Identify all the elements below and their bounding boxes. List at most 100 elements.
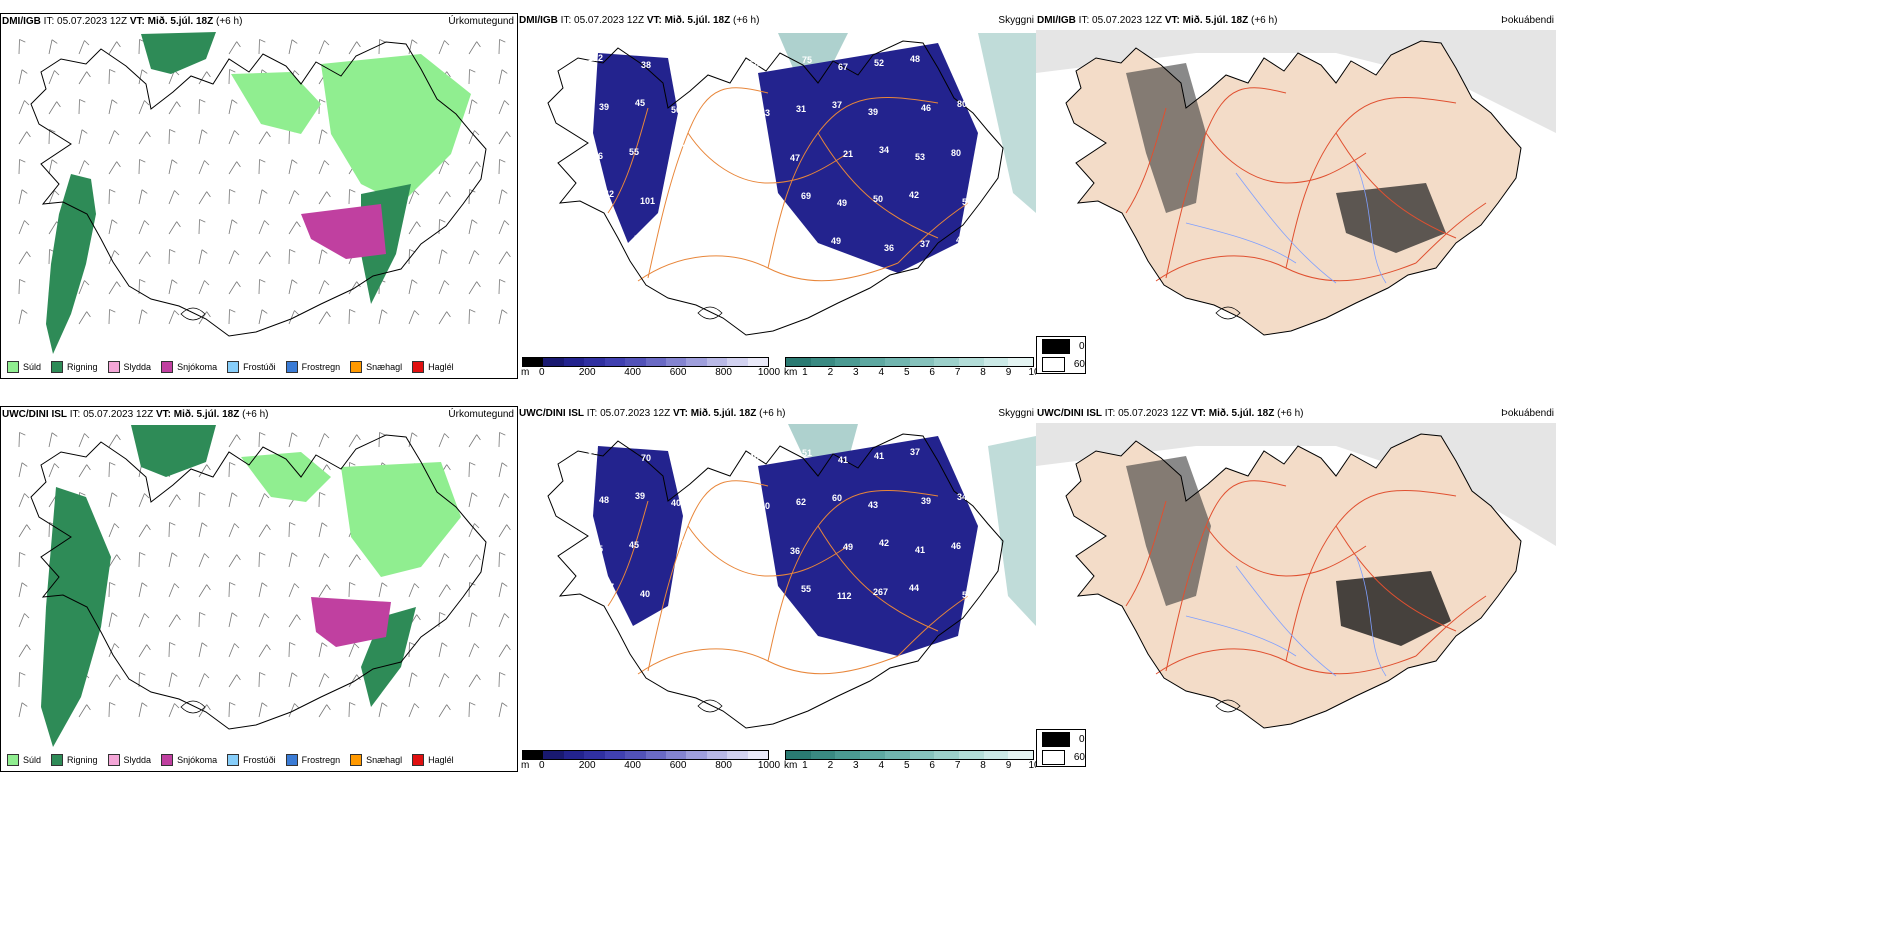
legend-label: Frostúði [243, 755, 276, 765]
wind-barb-flag [234, 130, 240, 136]
wind-barb-flag [266, 524, 271, 531]
wind-barb-flag [139, 672, 146, 676]
wind-barb [228, 281, 238, 295]
colorbar-cell [584, 358, 605, 366]
precip-panel-top: DMI/IGB IT: 05.07.2023 12Z VT: Mið. 5.jú… [0, 13, 518, 379]
wind-barb-flag [414, 190, 420, 196]
wind-barb-flag [26, 131, 31, 138]
wind-barb [288, 221, 298, 235]
wind-barb-flag [139, 159, 146, 163]
road-network [1125, 87, 1487, 282]
wind-barb [468, 130, 475, 145]
wind-barb-flag [26, 524, 31, 531]
cloud-base-label: 21 [843, 149, 853, 159]
cloud-base-label: 55 [962, 197, 972, 207]
wind-barb [318, 280, 325, 295]
fog-legend-item: 0 [1037, 337, 1085, 355]
colorbar-cell [665, 358, 687, 366]
wind-barb-flag [261, 69, 268, 74]
cloud-base-labels: 122 38 40 46 68 75 67 52 48 78 39 45 50 41 43 31 37 39 46 8… [588, 53, 973, 253]
wind-barb-flag [26, 644, 31, 651]
wind-barb [258, 432, 260, 448]
wind-barb [168, 221, 178, 235]
cloud-base-label: 56 [593, 151, 603, 161]
legend-swatch [350, 361, 363, 373]
wind-barb-flag [54, 463, 60, 469]
wind-barb [108, 582, 110, 598]
wind-barb-flag [21, 69, 28, 74]
cloud-base-label: 47 [790, 153, 800, 163]
colorbar-tick: 600 [669, 760, 687, 771]
wind-barb [168, 522, 170, 538]
cloud-base-label: 39 [868, 107, 878, 117]
cloud-base-label: 52 [874, 58, 884, 68]
cloud-base-label: 45 [629, 540, 639, 550]
wind-barb [138, 613, 145, 628]
wind-barb [468, 189, 470, 205]
wind-barb-flag [234, 643, 240, 649]
legend-swatch [51, 754, 64, 766]
wind-barb [48, 221, 58, 235]
wind-barb [228, 434, 238, 448]
wind-barb [468, 523, 475, 538]
wind-barb [78, 40, 85, 55]
cloud-base-label: 53 [915, 152, 925, 162]
wind-barb [258, 524, 268, 538]
cloud-base-label: 36 [790, 546, 800, 556]
cloud-base-label: 34 [670, 634, 680, 644]
wind-barb [348, 643, 355, 658]
wind-barb-flag [476, 434, 481, 441]
wind-barb [468, 434, 478, 448]
wind-barb [258, 131, 268, 145]
wind-barb-flag [416, 614, 421, 621]
wind-barb [48, 463, 55, 478]
colorbar-tick: 200 [578, 760, 596, 771]
wind-barb [168, 642, 170, 658]
cloud-map-top: 122 38 40 46 68 75 67 52 48 78 39 45 50 41 43 31 37 39 46 8… [547, 33, 1036, 336]
wind-barb-flag [261, 582, 268, 587]
wind-barb-flag [411, 672, 418, 677]
wind-barb-flag [261, 189, 268, 194]
wind-barb [348, 674, 358, 688]
cloud-base-label: 92 [718, 543, 728, 553]
wind-barb [318, 584, 328, 598]
wind-barb [498, 251, 508, 265]
wind-barb [78, 160, 85, 175]
colorbar-tick: 2 [827, 760, 834, 771]
wind-barb [78, 71, 88, 85]
colorbar-cell [1008, 358, 1034, 366]
wind-barb [18, 524, 28, 538]
wind-barb [18, 279, 20, 295]
cloud-base-label: 42 [879, 538, 889, 548]
drizzle-patch-east [341, 462, 461, 577]
colorbar-tick: 6 [929, 760, 935, 771]
wind-barb [318, 673, 325, 688]
colorbar-ticks: m 0 200 400 600 800 1000 [521, 367, 780, 379]
panel-header: UWC/DINI ISL IT: 05.07.2023 12Z VT: Mið.… [2, 409, 269, 420]
wind-barb [498, 131, 508, 145]
wind-barb [108, 250, 115, 265]
fog-legend-item: 0 [1037, 730, 1085, 748]
wind-barb-flag [81, 129, 88, 134]
colorbar-cell [563, 751, 585, 759]
legend-item: Snjókoma [161, 754, 217, 766]
cloud-base-label: 75 [802, 55, 812, 65]
cloud-base-label: 45 [593, 544, 603, 554]
cloud-base-label: 46 [713, 63, 723, 73]
wind-barb-flag [21, 702, 28, 707]
wind-barb [408, 672, 413, 688]
cloud-base-label: 78 [963, 61, 973, 71]
wind-barb-flag [259, 672, 266, 676]
colorbar-tick: 1 [802, 760, 808, 771]
wind-barb-flag [291, 279, 298, 284]
cloud-base-label: 48 [599, 495, 609, 505]
legend-label: Frostregn [301, 755, 341, 765]
wind-barb [168, 249, 170, 265]
legend-item: Súld [7, 754, 41, 766]
wind-barb-flag [144, 613, 150, 619]
cloud-base-label: 47 [604, 582, 614, 592]
colorbar-cell [909, 751, 935, 759]
wind-barb [78, 99, 80, 115]
colorbar-strip [522, 357, 769, 367]
wind-barb-flag [469, 309, 476, 313]
